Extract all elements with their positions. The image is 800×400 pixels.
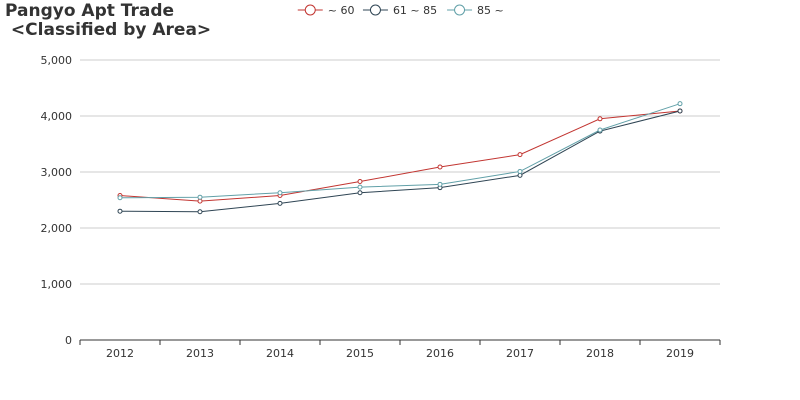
x-tick-label: 2015 <box>346 347 374 360</box>
data-point[interactable] <box>677 108 683 114</box>
y-tick-label: 1,000 <box>41 278 73 291</box>
x-tick-label: 2016 <box>426 347 454 360</box>
x-tick-label: 2014 <box>266 347 294 360</box>
data-point[interactable] <box>597 116 603 122</box>
data-point[interactable] <box>677 101 683 107</box>
legend-label: ~ 60 <box>328 4 355 17</box>
data-point[interactable] <box>597 127 603 133</box>
x-axis: 2012 2013 2014 2015 2016 2017 2018 2019 <box>79 339 721 360</box>
legend-marker-icon <box>304 4 316 16</box>
x-tick-label: 2018 <box>586 347 614 360</box>
chart-title-line-2: <Classified by Area> <box>5 20 212 40</box>
y-tick-label: 4,000 <box>41 110 73 123</box>
legend-item[interactable]: 61 ~ 85 <box>362 4 437 17</box>
data-point[interactable] <box>197 209 203 215</box>
legend-item[interactable]: 85 ~ <box>447 4 504 17</box>
legend-label: 61 ~ 85 <box>393 4 437 17</box>
series-line <box>119 110 681 202</box>
y-tick-label: 0 <box>65 334 72 347</box>
series-line <box>119 103 681 199</box>
data-point[interactable] <box>277 200 283 206</box>
legend-label: 85 ~ <box>477 4 504 17</box>
series-line <box>119 110 681 213</box>
data-point[interactable] <box>437 181 443 187</box>
y-tick-label: 5,000 <box>41 54 73 67</box>
x-tick-label: 2013 <box>186 347 214 360</box>
legend[interactable]: ~ 60 61 ~ 85 85 ~ <box>297 4 504 17</box>
chart-title: Pangyo Apt Trade <Classified by Area> <box>5 2 211 40</box>
legend-marker-icon <box>369 4 381 16</box>
x-tick-label: 2017 <box>506 347 534 360</box>
y-tick-label: 2,000 <box>41 222 73 235</box>
data-point[interactable] <box>197 194 203 200</box>
data-point[interactable] <box>197 198 203 204</box>
data-point[interactable] <box>117 208 123 214</box>
series-group <box>117 101 683 215</box>
chart-title-line-1: Pangyo Apt Trade <box>5 1 175 21</box>
data-point[interactable] <box>517 168 523 174</box>
y-axis: 0 1,000 2,000 3,000 4,000 5,000 <box>41 54 73 347</box>
y-tick-label: 3,000 <box>41 166 73 179</box>
data-point[interactable] <box>437 164 443 170</box>
data-point[interactable] <box>357 190 363 196</box>
data-point[interactable] <box>517 172 523 178</box>
data-point[interactable] <box>517 152 523 158</box>
data-point[interactable] <box>117 195 123 201</box>
x-tick-label: 2019 <box>666 347 694 360</box>
legend-item[interactable]: ~ 60 <box>297 4 355 17</box>
data-point[interactable] <box>277 190 283 196</box>
data-point[interactable] <box>357 179 363 185</box>
data-point[interactable] <box>357 184 363 190</box>
legend-marker-icon <box>454 4 466 16</box>
grid-lines <box>80 59 720 285</box>
x-tick-label: 2012 <box>106 347 134 360</box>
